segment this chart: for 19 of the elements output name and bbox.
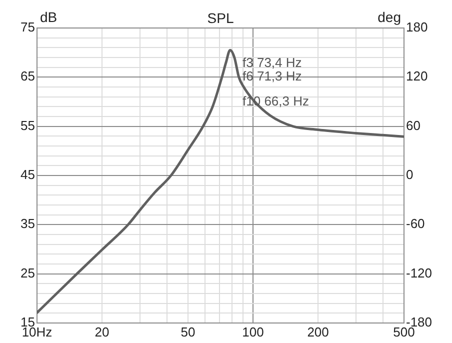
y2-tick-label: 0: [406, 167, 414, 182]
y2-tick-label: 60: [406, 118, 420, 133]
x-tick-label: 100: [242, 324, 264, 340]
y2-tick-label: 120: [406, 68, 428, 84]
y-tick-label: 45: [20, 167, 35, 182]
x-tick-label: 50: [180, 324, 196, 340]
y-tick-label: 55: [20, 118, 35, 133]
y2-axis-title: deg: [378, 8, 401, 25]
y-tick-label: 25: [20, 265, 35, 280]
y-axis-title: dB: [40, 8, 58, 25]
y-tick-label: 65: [20, 68, 35, 84]
x-tick-label: 200: [307, 324, 329, 340]
y2-tick-label: -60: [406, 216, 425, 232]
y-tick-label: 75: [20, 20, 35, 35]
y-tick-label: 35: [20, 216, 35, 232]
chart-title: SPL: [207, 10, 234, 26]
x-tick-label: 20: [94, 324, 110, 340]
y2-tick-label: 180: [406, 20, 428, 35]
y2-tick-label: -120: [406, 265, 432, 280]
